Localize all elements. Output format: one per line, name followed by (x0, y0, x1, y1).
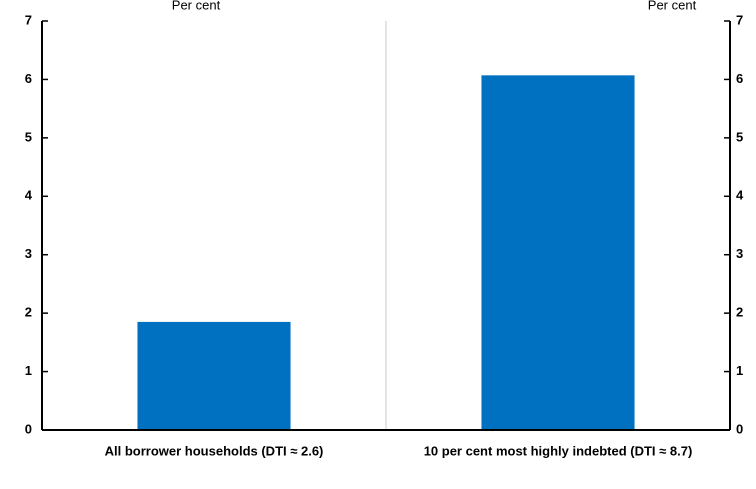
bar-1 (137, 321, 291, 430)
y-axis-unit-labels: Per cent Per cent (172, 0, 697, 12)
y-tick-label-right: 0 (736, 421, 743, 436)
y-tick-label-right: 7 (736, 12, 743, 27)
axes (41, 21, 731, 431)
x-category-label: All borrower households (DTI ≈ 2.6) (105, 443, 324, 458)
x-category-label: 10 per cent most highly indebted (DTI ≈ … (424, 443, 693, 458)
y-axis-unit-left: Per cent (172, 0, 221, 12)
bar-2 (481, 75, 635, 431)
y-axis-right-ticks: 0 1 2 3 4 5 6 7 (724, 12, 744, 436)
y-tick-label-left: 3 (25, 246, 32, 261)
y-tick-label-left: 1 (25, 363, 32, 378)
y-tick-label-right: 5 (736, 129, 743, 144)
y-tick-label-right: 3 (736, 246, 743, 261)
y-tick-label-left: 6 (25, 71, 32, 86)
y-tick-label-right: 2 (736, 305, 743, 320)
y-tick-label-right: 1 (736, 363, 743, 378)
y-axis-unit-right: Per cent (648, 0, 697, 12)
y-tick-label-left: 0 (25, 421, 32, 436)
y-tick-label-left: 4 (25, 188, 33, 203)
y-tick-label-left: 5 (25, 129, 32, 144)
y-tick-label-right: 6 (736, 71, 743, 86)
bars (137, 75, 635, 431)
y-tick-label-left: 2 (25, 305, 32, 320)
y-tick-label-left: 7 (25, 12, 32, 27)
y-tick-label-right: 4 (736, 188, 744, 203)
y-axis-left-ticks: 0 1 2 3 4 5 6 7 (25, 12, 48, 436)
x-axis-category-labels: All borrower households (DTI ≈ 2.6) 10 pe… (105, 443, 693, 458)
